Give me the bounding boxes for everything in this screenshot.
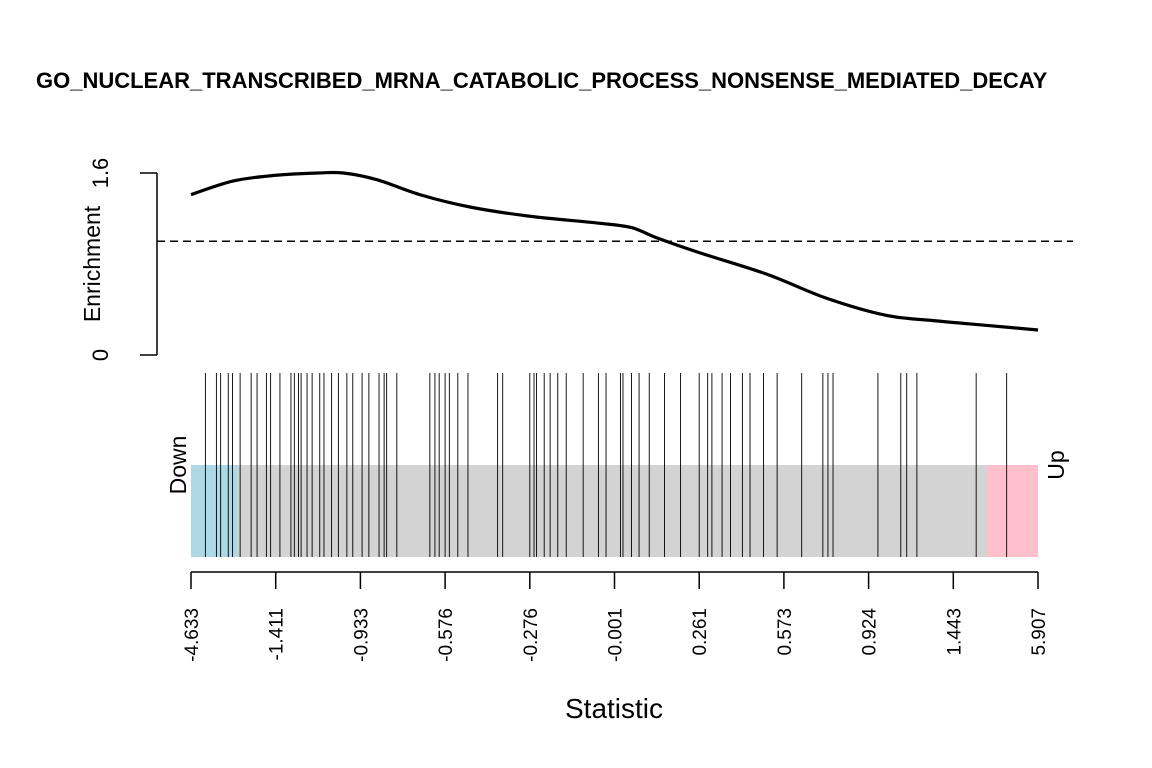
up-region (987, 465, 1038, 557)
x-tick-label: -1.411 (267, 608, 288, 660)
x-axis: -4.633 -1.411 -0.933 -0.576 -0.276 -0.001 0.26… (182, 571, 1050, 724)
x-tick-label: -0.576 (436, 608, 457, 662)
x-tick-label: -0.001 (606, 608, 627, 662)
y-axis-label: Enrichment (79, 205, 105, 322)
enrichment-curve (190, 170, 1039, 332)
x-axis-label: Statistic (565, 693, 663, 724)
x-tick-label: -4.633 (182, 608, 203, 662)
x-tick-label: 0.924 (860, 608, 881, 656)
y-tick-label-max: 1.6 (88, 158, 113, 189)
down-label: Down (165, 436, 191, 495)
neutral-region (191, 465, 1038, 557)
enrichment-panel: 1.6 0 Enrichment (79, 158, 1073, 361)
x-tick-label: -0.933 (351, 608, 372, 662)
down-region (191, 465, 238, 557)
x-tick-label: -0.276 (521, 608, 542, 662)
y-tick-label-zero: 0 (88, 349, 113, 361)
x-tick-label: 0.573 (775, 608, 796, 656)
x-tick-label: 0.261 (690, 608, 711, 656)
x-tick-label: 5.907 (1029, 608, 1050, 656)
x-tick-label: 1.443 (944, 608, 965, 656)
gene-barcode-lines (204, 373, 1008, 557)
up-label: Up (1043, 450, 1069, 479)
barcode-panel: Down Up (165, 373, 1069, 557)
chart-title: GO_NUCLEAR_TRANSCRIBED_MRNA_CATABOLIC_PR… (36, 68, 1048, 93)
